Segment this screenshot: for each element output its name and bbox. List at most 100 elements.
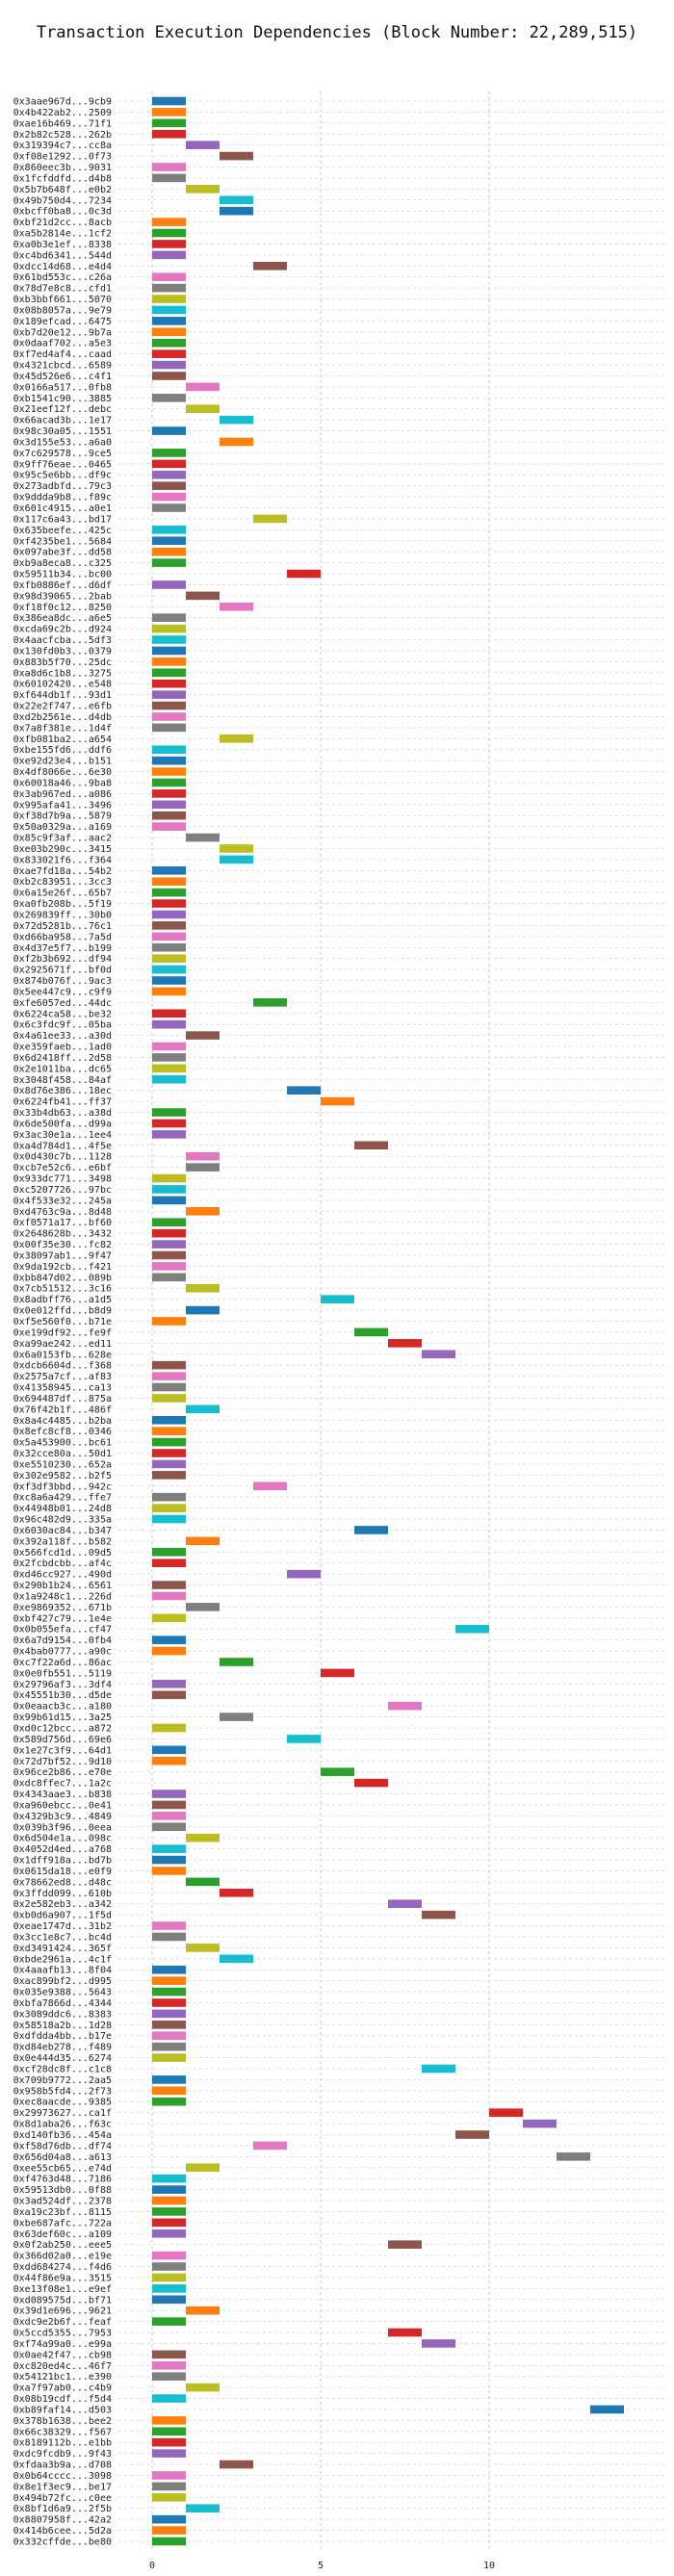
transaction-bar <box>253 261 287 270</box>
transaction-bar <box>220 1954 253 1964</box>
transaction-label: 0xe5510230...652a <box>13 1459 112 1470</box>
transaction-bar <box>152 657 186 666</box>
transaction-label: 0x8efc8cf8...0346 <box>13 1427 112 1437</box>
transaction-label: 0xdfdda4bb...b17e <box>13 2031 112 2042</box>
transaction-bar <box>152 1514 186 1524</box>
transaction-bar <box>287 569 321 579</box>
transaction-bar <box>152 910 186 919</box>
transaction-bar <box>186 1283 220 1293</box>
transaction-label: 0xa0fb208b...5f19 <box>13 899 112 910</box>
transaction-label: 0xe359faeb...1ad0 <box>13 1043 112 1053</box>
transaction-label: 0xe03b290c...3415 <box>13 844 112 855</box>
transaction-bar <box>152 701 186 710</box>
transaction-bar <box>152 965 186 974</box>
transaction-label: 0xa4d784d1...4f5e <box>13 1141 112 1151</box>
transaction-bar <box>152 1185 186 1194</box>
transaction-bar <box>152 690 186 699</box>
transaction-label: 0xee55cb65...e74d <box>13 2163 112 2174</box>
transaction-bar <box>152 800 186 810</box>
transaction-label: 0x00f35e30...fc82 <box>13 1240 112 1250</box>
transaction-label: 0x95c5e6bb...df9c <box>13 471 112 481</box>
transaction-label: 0x98d39065...2bab <box>13 591 112 602</box>
transaction-bar <box>287 1086 321 1095</box>
transaction-bar <box>220 734 253 743</box>
transaction-label: 0xfb081ba2...a654 <box>13 734 112 745</box>
transaction-bar <box>152 789 186 798</box>
bars <box>152 96 624 2546</box>
transaction-bar <box>152 2251 186 2260</box>
transaction-bar <box>422 1910 455 1919</box>
transaction-bar <box>152 2437 186 2447</box>
transaction-bar <box>152 767 186 776</box>
transaction-bar <box>152 888 186 897</box>
transaction-label: 0x995afa41...3496 <box>13 800 112 811</box>
transaction-bar <box>152 1800 186 1810</box>
transaction-label: 0x3cc1e8c7...bc4d <box>13 1932 112 1943</box>
transaction-bar <box>186 1305 220 1315</box>
transaction-bar <box>152 877 186 887</box>
transaction-label: 0x833021f6...f364 <box>13 855 112 865</box>
transaction-label: 0x5ee447c9...c9f9 <box>13 987 112 997</box>
transaction-label: 0x44948b01...24d8 <box>13 1504 112 1514</box>
transaction-label: 0xb9a8eca8...c325 <box>13 558 112 569</box>
transaction-label: 0x3ac30e1a...1ee4 <box>13 1130 112 1141</box>
transaction-label: 0x4a61ee33...a30d <box>13 1031 112 1042</box>
transaction-bar <box>152 481 186 490</box>
transaction-bar <box>152 372 186 380</box>
transaction-label: 0xeae1747d...31b2 <box>13 1921 112 1932</box>
transaction-label: 0x656d04a8...a613 <box>13 2152 112 2163</box>
transaction-label: 0x33b4db63...a38d <box>13 1108 112 1119</box>
transaction-label: 0xf58d76db...df74 <box>13 2141 112 2151</box>
transaction-bar <box>152 1240 186 1249</box>
transaction-label: 0xc4bd6341...544d <box>13 250 112 261</box>
transaction-bar <box>152 1932 186 1942</box>
transaction-bar <box>354 1778 388 1788</box>
transaction-bar <box>523 2119 557 2128</box>
transaction-label: 0x44f86e9a...3515 <box>13 2273 112 2283</box>
transaction-label: 0x0e0fb551...5119 <box>13 1668 112 1679</box>
transaction-bar <box>152 2372 186 2382</box>
transaction-label: 0x8a4c4485...b2ba <box>13 1416 112 1427</box>
transaction-label: 0x189efcad...6475 <box>13 317 112 327</box>
transaction-label: 0x117c6a43...bd17 <box>13 514 112 525</box>
transaction-bar <box>152 2471 186 2480</box>
transaction-label: 0xf2b3b692...df94 <box>13 954 112 965</box>
transaction-bar <box>152 2262 186 2271</box>
transaction-label: 0xcf28dc8f...c1c8 <box>13 2064 112 2074</box>
transaction-label: 0x0615da18...e0f9 <box>13 1867 112 1877</box>
transaction-label: 0x58518a2b...1d28 <box>13 2021 112 2031</box>
transaction-bar <box>152 2273 186 2282</box>
y-tick-labels: 0x3aae967d...9cb90x4b422ab2...25090xae16… <box>13 97 112 2548</box>
transaction-label: 0x76f42b1f...486f <box>13 1404 112 1415</box>
transaction-label: 0x332cffde...be80 <box>13 2537 112 2548</box>
transaction-bar <box>152 108 186 116</box>
transaction-label: 0xd140fb36...454a <box>13 2130 112 2141</box>
transaction-label: 0x49b750d4...7234 <box>13 195 112 206</box>
transaction-bar <box>489 2108 523 2117</box>
transaction-label: 0x273adbfd...79c3 <box>13 481 112 492</box>
transaction-label: 0x039b3f96...0eea <box>13 1822 112 1833</box>
x-tick-label: 0 <box>149 2561 155 2571</box>
transaction-label: 0xf4763d48...7186 <box>13 2175 112 2185</box>
transaction-label: 0xf08e1292...0f73 <box>13 152 112 163</box>
transaction-bar <box>152 1646 186 1656</box>
transaction-label: 0xa19c23bf...8115 <box>13 2207 112 2218</box>
transaction-bar <box>152 2427 186 2436</box>
transaction-bar <box>152 272 186 282</box>
transaction-bar <box>152 866 186 875</box>
transaction-label: 0xb0d6a907...1f5d <box>13 1911 112 1921</box>
transaction-bar <box>152 1492 186 1502</box>
transaction-bar <box>152 1173 186 1183</box>
transaction-label: 0xd0c12bcc...a872 <box>13 1724 112 1735</box>
transaction-label: 0xfe6057ed...44dc <box>13 998 112 1009</box>
transaction-label: 0x4b422ab2...2509 <box>13 108 112 118</box>
transaction-label: 0x414b6cee...5d2a <box>13 2526 112 2537</box>
transaction-label: 0xf7ed4af4...caad <box>13 349 112 360</box>
transaction-bar <box>152 646 186 656</box>
chart-title: Transaction Execution Dependencies (Bloc… <box>37 23 637 42</box>
transaction-label: 0x6224ca58...be32 <box>13 1009 112 1019</box>
transaction-bar <box>186 591 220 601</box>
transaction-label: 0x98c30a05...1551 <box>13 426 112 437</box>
transaction-bar <box>186 1833 220 1842</box>
